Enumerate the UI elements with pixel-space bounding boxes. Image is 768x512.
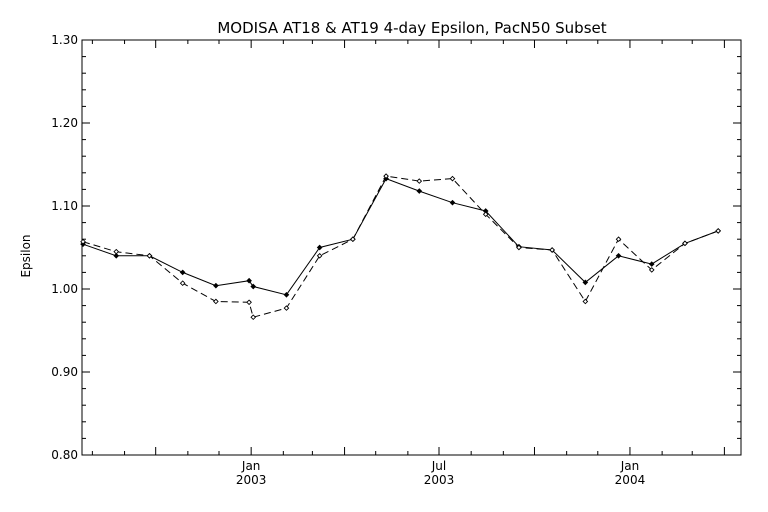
y-tick-label: 0.80 [51, 448, 78, 462]
x-tick-year-label: 2004 [615, 473, 646, 487]
dashed-series-point [648, 267, 655, 273]
chart-title: MODISA AT18 & AT19 4-day Epsilon, PacN50… [217, 19, 606, 37]
solid-series-point [179, 269, 186, 276]
solid-series-point [250, 283, 257, 290]
dashed-series-point [383, 173, 389, 179]
y-tick-label: 1.20 [51, 116, 78, 130]
dashed-series-point [482, 211, 489, 218]
dashed-series-point [250, 314, 257, 321]
dashed-series-point [549, 247, 555, 253]
x-tick-year-label: 2003 [424, 473, 455, 487]
dashed-series-point [350, 236, 356, 243]
dashed-series-point [516, 244, 522, 251]
plot-frame [81, 39, 742, 456]
solid-series-point [648, 261, 655, 267]
y-tick-label: 1.10 [51, 199, 78, 213]
dashed-series-point [715, 228, 722, 234]
x-tick-month-label: Jan [620, 459, 640, 473]
series-layer [80, 173, 722, 321]
x-tick-month-label: Jan [241, 459, 261, 473]
dashed-series-point [682, 240, 688, 247]
y-tick-label: 0.90 [51, 365, 78, 379]
solid-series-point [246, 277, 252, 284]
dashed-series-point [416, 178, 423, 184]
dashed-series-point [80, 238, 86, 245]
solid-series-point [283, 291, 290, 298]
dashed-series-point [449, 175, 456, 182]
dashed-series-point [582, 298, 589, 305]
solid-series-line [82, 177, 719, 296]
solid-series-point [316, 244, 323, 251]
solid-series-point [615, 252, 622, 259]
dashed-series-point [246, 299, 252, 306]
dashed-series-point [213, 298, 219, 305]
solid-series-point [113, 252, 120, 259]
x-tick-year-label: 2003 [236, 473, 267, 487]
dashed-series-point [179, 280, 186, 287]
dashed-series-point [146, 252, 153, 259]
solid-series-point [416, 188, 423, 194]
solid-series-point [449, 199, 456, 206]
x-tick-month-label: Jul [431, 459, 446, 473]
dashed-series-point [615, 236, 622, 243]
solid-series-point [582, 279, 589, 286]
y-axis-label: Epsilon [19, 234, 33, 277]
y-tick-label: 1.30 [51, 33, 78, 47]
y-axis: 0.80 0.90 1.00 1.10 1.20 1.30 [51, 33, 741, 462]
y-tick-label: 1.00 [51, 282, 78, 296]
dashed-series-point [283, 305, 290, 311]
solid-series-point [213, 282, 219, 289]
dashed-series-point [316, 252, 323, 259]
dashed-series-line [82, 175, 719, 318]
dashed-series-point [113, 248, 120, 255]
